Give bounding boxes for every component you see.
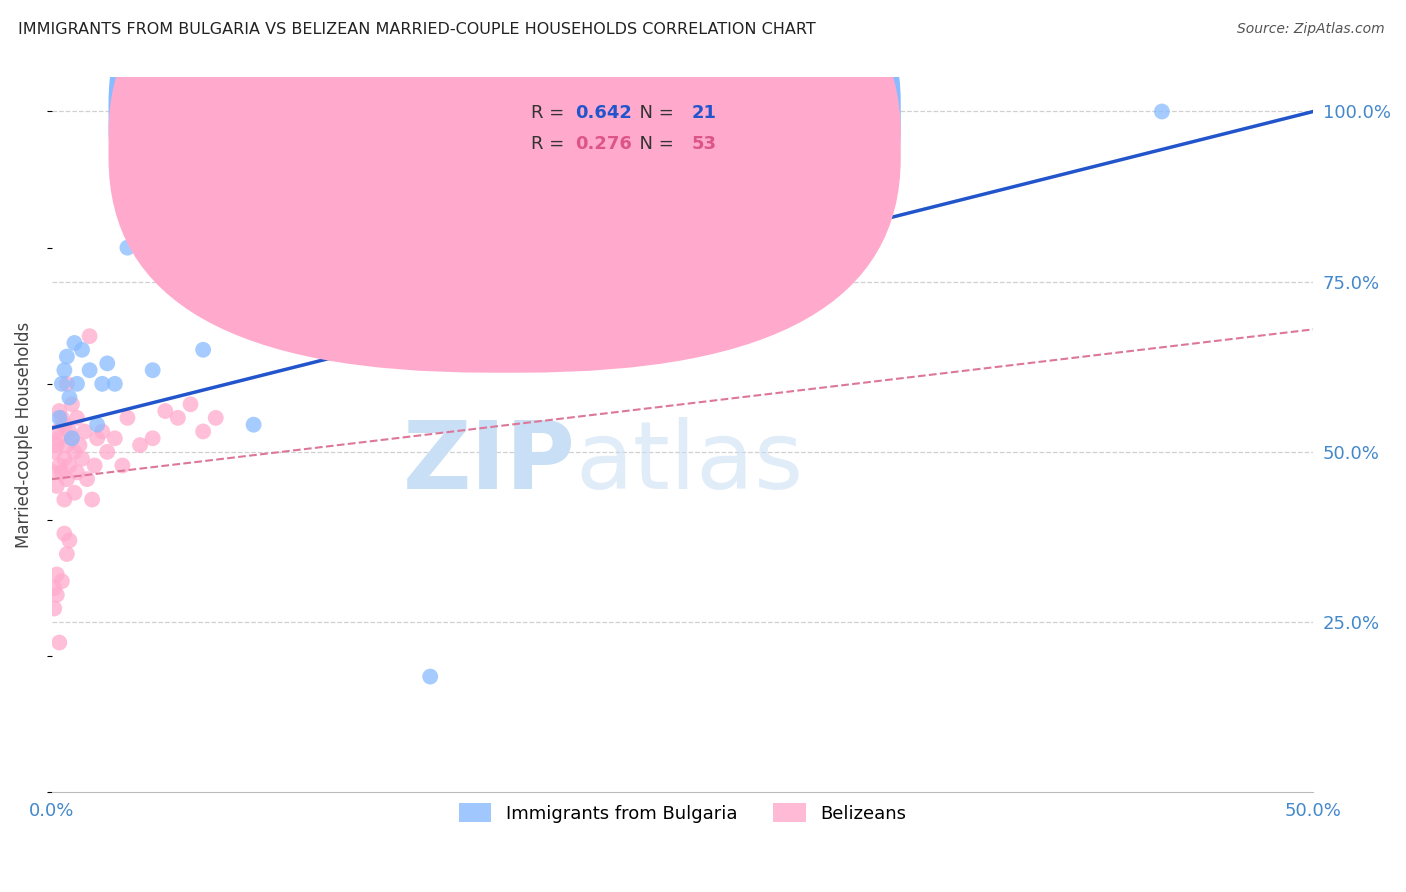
Point [111, 458, 134, 473]
Point [142, 363, 165, 377]
Point [48, 404, 70, 418]
Text: Source: ZipAtlas.com: Source: ZipAtlas.com [1237, 22, 1385, 37]
Point [45, 588, 67, 602]
Point [70, 451, 93, 466]
Point [48, 635, 70, 649]
Point [66, 376, 89, 391]
Legend: Immigrants from Bulgaria, Belizeans: Immigrants from Bulgaria, Belizeans [451, 796, 914, 830]
Point [48, 458, 70, 473]
Point [58, 391, 80, 405]
Point [96, 356, 118, 370]
Point [419, 669, 441, 683]
Point [117, 241, 139, 255]
Point [66, 466, 89, 480]
FancyBboxPatch shape [108, 0, 901, 342]
Point [51, 410, 73, 425]
Point [292, 241, 315, 255]
Point [79, 363, 101, 377]
Point [56, 438, 79, 452]
Point [53, 451, 76, 466]
Point [56, 547, 79, 561]
Point [70, 343, 93, 357]
Text: 0.642: 0.642 [575, 104, 633, 122]
Point [91, 376, 114, 391]
Point [86, 417, 108, 432]
Point [45, 438, 67, 452]
Point [63, 485, 86, 500]
Point [60, 431, 83, 445]
Text: IMMIGRANTS FROM BULGARIA VS BELIZEAN MARRIED-COUPLE HOUSEHOLDS CORRELATION CHART: IMMIGRANTS FROM BULGARIA VS BELIZEAN MAR… [18, 22, 815, 37]
Text: ZIP: ZIP [402, 417, 575, 509]
Point [76, 472, 98, 486]
FancyBboxPatch shape [108, 0, 901, 373]
Point [91, 425, 114, 439]
Point [45, 425, 67, 439]
Point [56, 376, 79, 391]
Point [167, 410, 190, 425]
FancyBboxPatch shape [468, 81, 770, 181]
Point [69, 438, 91, 452]
Point [51, 376, 73, 391]
Text: 21: 21 [692, 104, 716, 122]
Point [51, 466, 73, 480]
Point [48, 410, 70, 425]
Point [45, 479, 67, 493]
Point [60, 431, 83, 445]
Point [96, 445, 118, 459]
Point [1150, 104, 1173, 119]
Point [44, 581, 66, 595]
Text: 0.276: 0.276 [575, 135, 633, 153]
Point [180, 397, 202, 411]
Point [142, 431, 165, 445]
Point [86, 431, 108, 445]
Point [82, 492, 104, 507]
Point [58, 533, 80, 548]
Point [66, 410, 89, 425]
Point [129, 438, 152, 452]
Point [63, 445, 86, 459]
Text: N =: N = [628, 135, 679, 153]
Point [48, 431, 70, 445]
Text: R =: R = [531, 135, 569, 153]
Point [53, 417, 76, 432]
Point [242, 417, 264, 432]
Point [58, 458, 80, 473]
Text: N =: N = [628, 104, 679, 122]
Point [53, 363, 76, 377]
Point [104, 431, 127, 445]
Text: R =: R = [531, 104, 569, 122]
Point [56, 350, 79, 364]
Text: 53: 53 [692, 135, 716, 153]
Point [45, 567, 67, 582]
Point [117, 410, 139, 425]
Text: atlas: atlas [575, 417, 804, 509]
Point [191, 343, 214, 357]
Point [204, 410, 226, 425]
Point [44, 445, 66, 459]
Point [53, 526, 76, 541]
Point [60, 397, 83, 411]
Point [155, 404, 177, 418]
Point [73, 425, 96, 439]
Point [44, 466, 66, 480]
Point [58, 425, 80, 439]
Point [51, 574, 73, 589]
Point [56, 472, 79, 486]
Point [79, 329, 101, 343]
Point [83, 458, 105, 473]
Point [44, 601, 66, 615]
Point [63, 335, 86, 350]
Point [53, 492, 76, 507]
Point [191, 425, 214, 439]
Y-axis label: Married-couple Households: Married-couple Households [15, 322, 32, 548]
Point [104, 376, 127, 391]
